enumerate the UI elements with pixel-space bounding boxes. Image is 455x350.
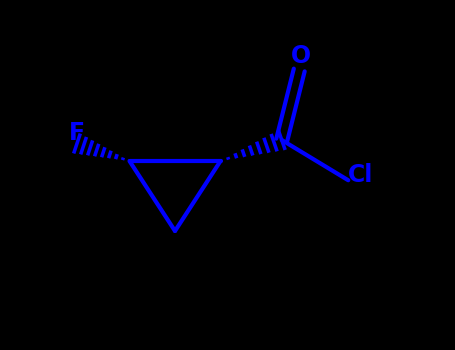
- Text: F: F: [69, 121, 85, 145]
- Text: O: O: [291, 44, 311, 68]
- Text: Cl: Cl: [348, 163, 373, 187]
